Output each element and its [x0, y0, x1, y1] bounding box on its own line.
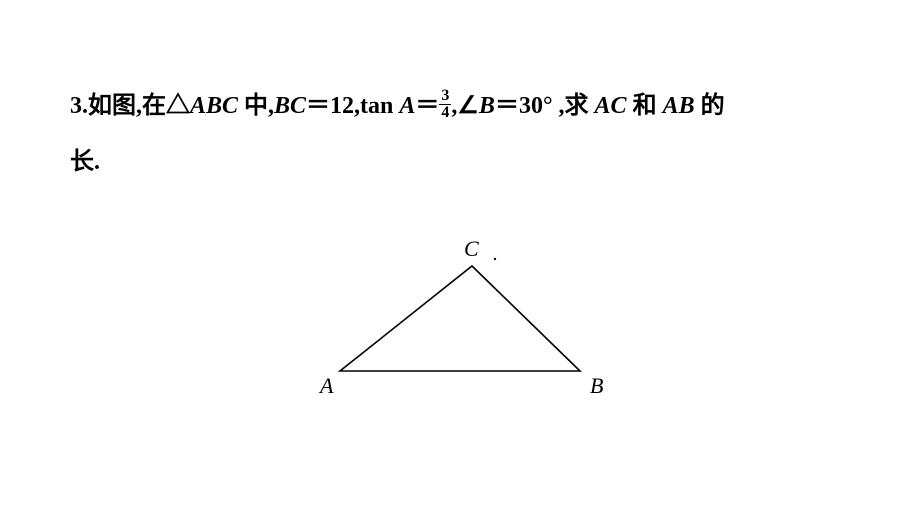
eq3: ＝: [495, 93, 519, 119]
text-p5: 的: [695, 93, 725, 119]
text-p1: 如图,在: [88, 93, 166, 119]
vertex-label-B: B: [590, 373, 603, 398]
triangle-svg: A B C: [300, 231, 620, 411]
vertex-label-A: A: [318, 373, 334, 398]
b-value: 30: [519, 93, 543, 119]
degree-symbol: °: [543, 93, 553, 119]
var-B: B: [479, 93, 495, 119]
triangle-shape: [340, 266, 580, 371]
text-p2: 中,: [238, 93, 274, 119]
triangle-symbol: △: [166, 93, 190, 119]
var-ABC: ABC: [190, 93, 238, 119]
page: 3.如图,在△ABC 中,BC＝12,tan A＝34,∠B＝30° ,求 AC…: [0, 0, 920, 518]
triangle-diagram: A B C: [300, 231, 620, 416]
text-line2: 长.: [70, 149, 100, 175]
var-AC: AC: [595, 93, 627, 119]
diagram-container: A B C: [70, 231, 850, 416]
fraction-numerator: 3: [439, 88, 451, 105]
apex-marker: [494, 258, 496, 260]
eq1: ＝: [306, 93, 330, 119]
eq2: ＝: [415, 93, 439, 119]
vertex-label-C: C: [464, 236, 479, 261]
var-AB: AB: [663, 93, 695, 119]
text-p3: 求: [565, 93, 595, 119]
problem-number: 3.: [70, 93, 88, 119]
space-comma: ,: [553, 93, 565, 119]
var-BC: BC: [274, 93, 306, 119]
var-A: A: [399, 93, 415, 119]
text-p4: 和: [627, 93, 663, 119]
angle-symbol: ∠: [457, 93, 479, 119]
problem-statement: 3.如图,在△ABC 中,BC＝12,tan A＝34,∠B＝30° ,求 AC…: [70, 78, 850, 191]
fraction-3-4: 34: [439, 88, 451, 121]
bc-value: 12: [330, 93, 354, 119]
tan-fn: tan: [360, 93, 399, 119]
fraction-denominator: 4: [439, 105, 451, 121]
